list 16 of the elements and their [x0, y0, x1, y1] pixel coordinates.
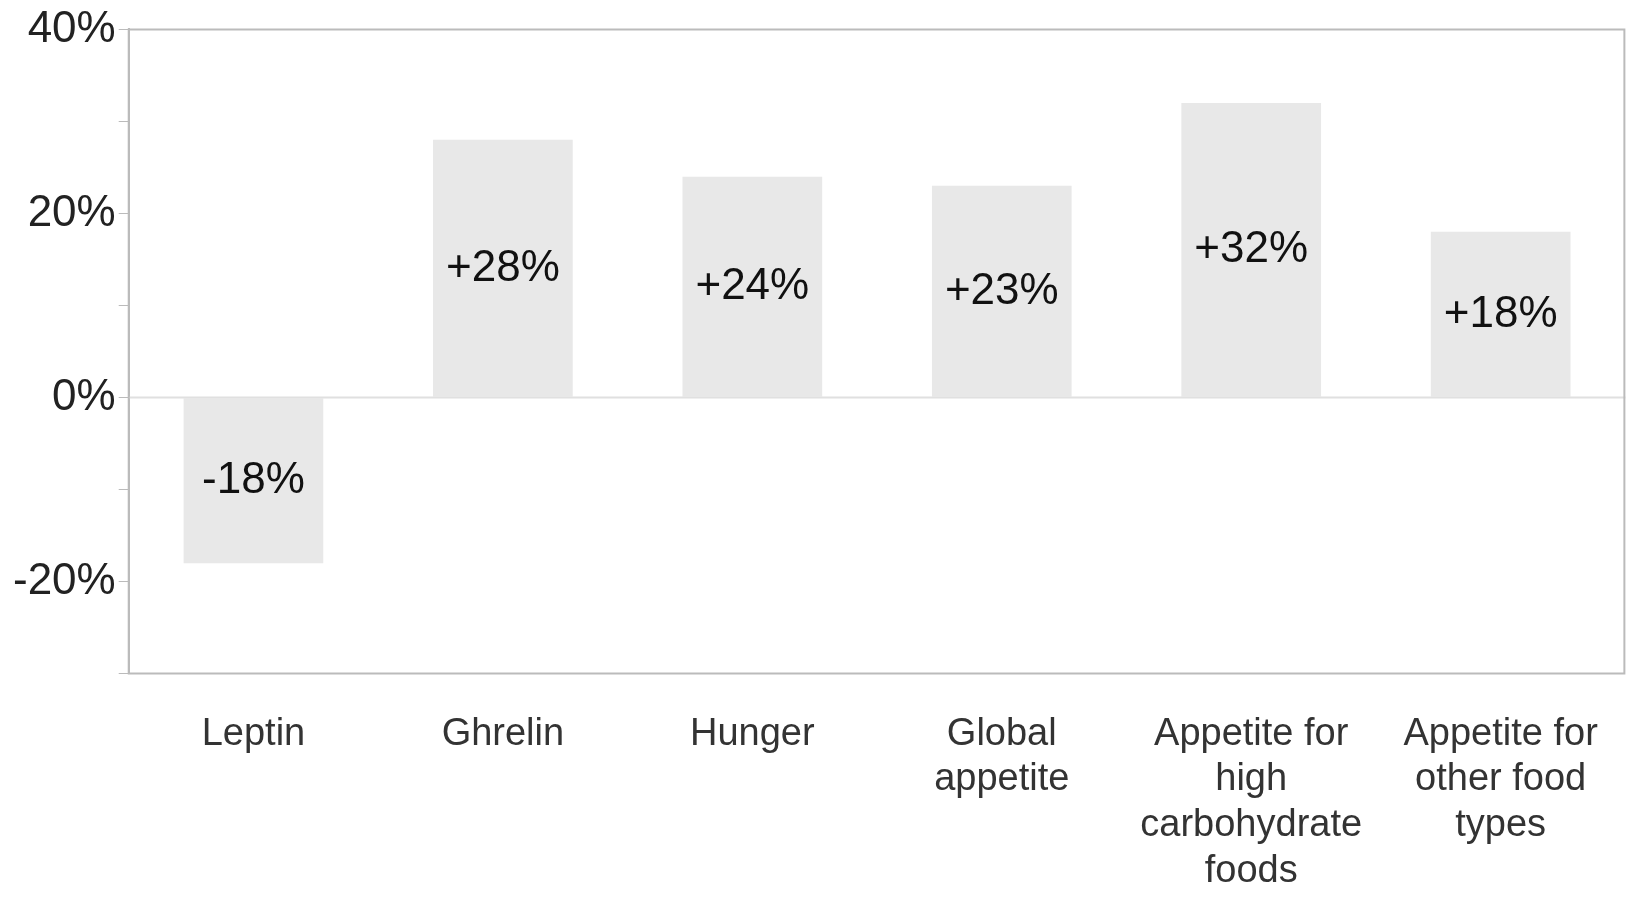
x-tick-label: Leptin	[201, 710, 306, 753]
data-label: +28%	[446, 240, 560, 290]
x-tick-label: Ghrelin	[441, 710, 565, 753]
data-label: +32%	[1194, 222, 1309, 272]
data-label: -18%	[202, 452, 305, 502]
y-tick-label: 20%	[27, 185, 116, 235]
data-label: +18%	[1443, 286, 1558, 336]
data-label: +24%	[695, 258, 810, 308]
y-tick-label: 0%	[52, 369, 116, 419]
y-tick-label: 40%	[27, 1, 116, 51]
data-label: +23%	[944, 263, 1059, 313]
y-tick-label: -20%	[13, 553, 116, 603]
x-tick-label: Appetite for high carbohydrate foods	[1140, 710, 1363, 890]
x-tick-label: Appetite for other food types	[1403, 710, 1599, 845]
x-tick-label: Global appetite	[934, 710, 1070, 799]
x-tick-label: Hunger	[690, 710, 815, 753]
